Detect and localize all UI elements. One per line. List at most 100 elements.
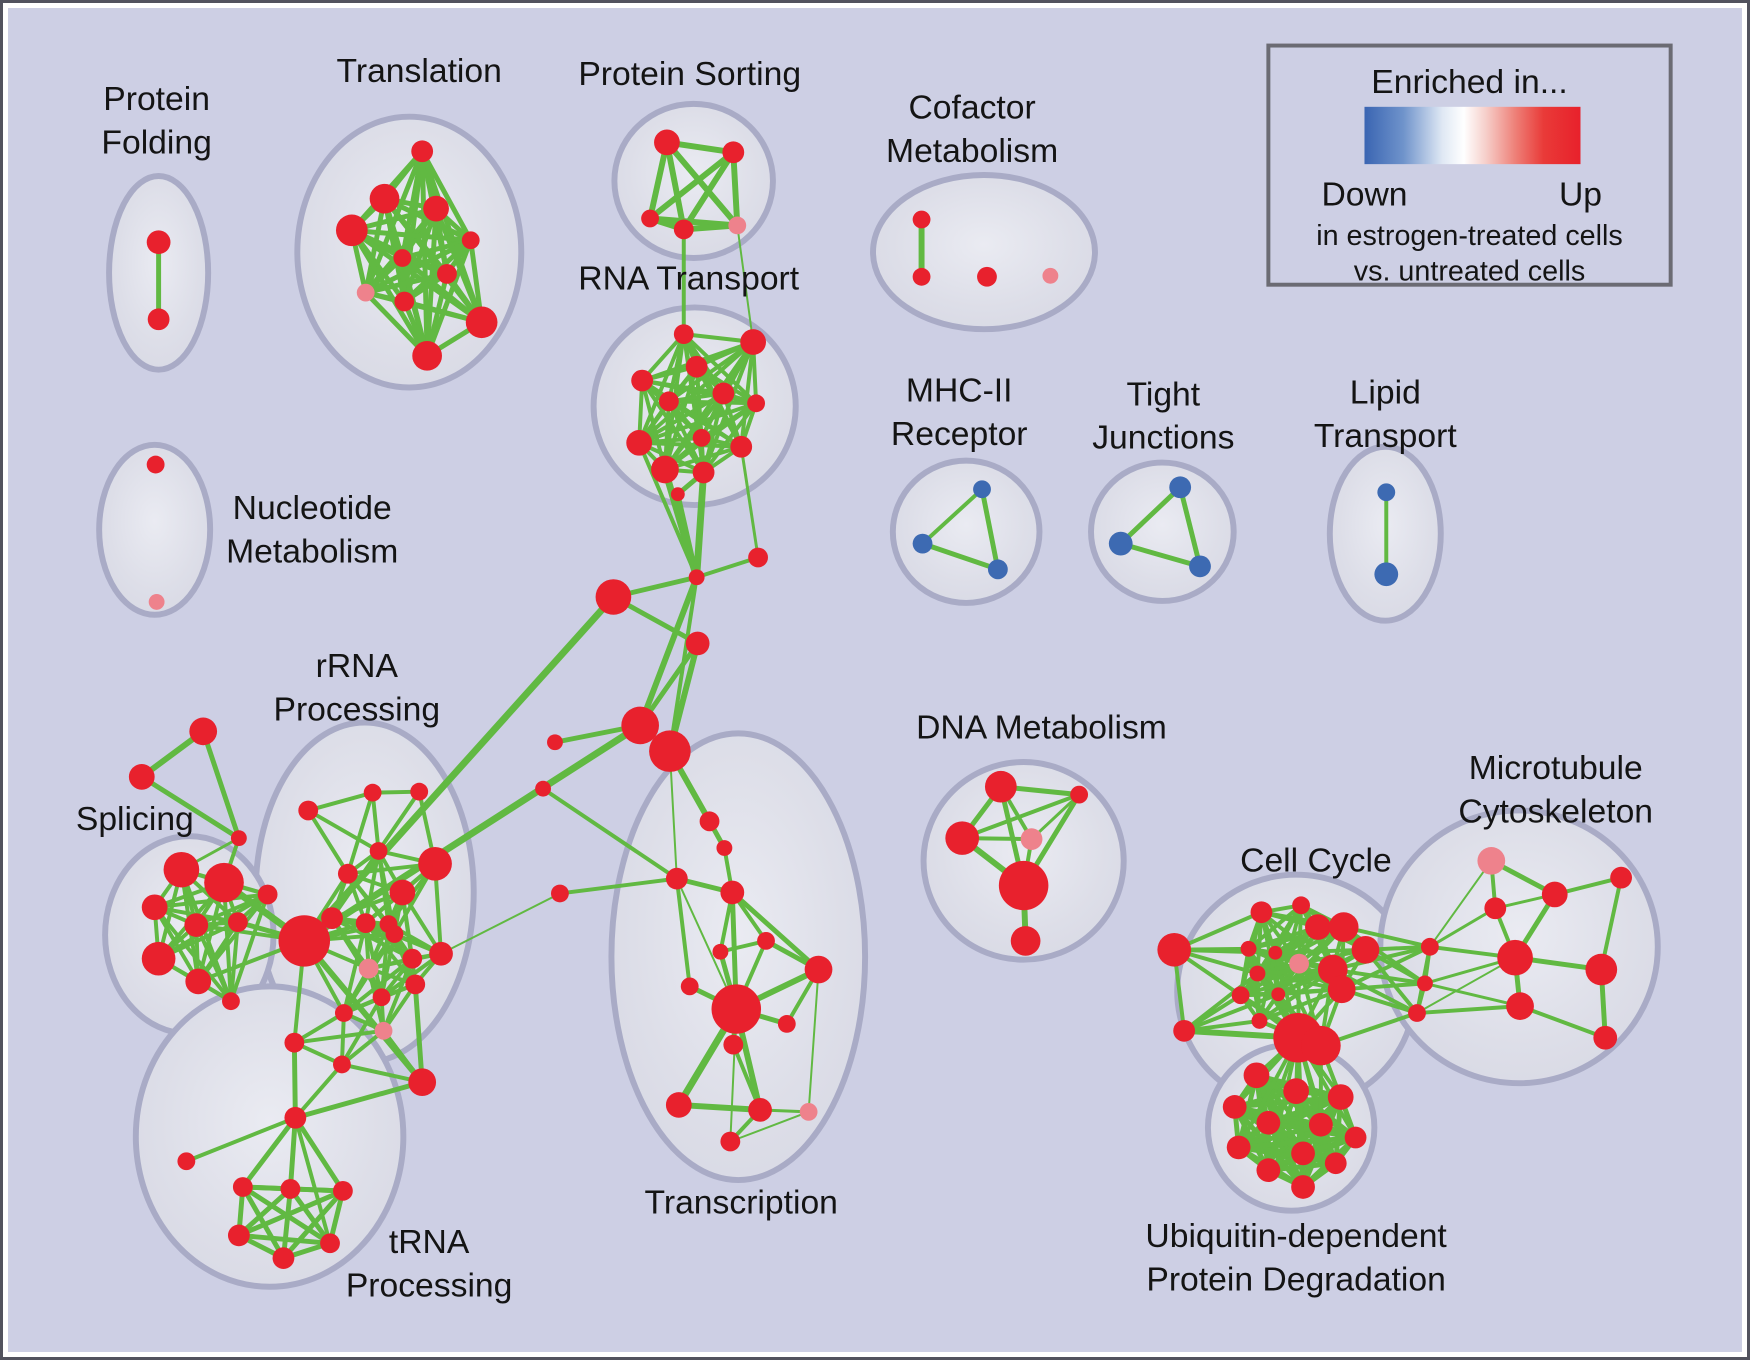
edge-cc14-cc15 (1257, 967, 1335, 1023)
node-sp3 (141, 894, 168, 921)
edge-rr16-rr21 (339, 995, 384, 1067)
edge-ub6-ub8 (1236, 1122, 1324, 1150)
node-tr7 (437, 263, 457, 284)
node-tq6 (227, 1224, 250, 1247)
cluster-lipid-transport-label: Lipid (1350, 374, 1421, 411)
cluster-microtubule-cytoskeleton-label: Cytoskeleton (1458, 793, 1653, 830)
node-rt3 (685, 355, 708, 378)
node-mh2 (912, 533, 933, 554)
node-rr20 (408, 1068, 437, 1097)
node-mc2 (1484, 897, 1507, 920)
cluster-nucleotide-metabolism-label: Nucleotide (233, 490, 392, 527)
node-mc1 (1477, 847, 1506, 875)
node-mh3 (987, 559, 1008, 580)
edge-rt12-h1 (693, 469, 708, 581)
node-t3 (665, 867, 688, 890)
edge-ps1-ps5 (663, 139, 741, 229)
node-dm4 (1020, 828, 1043, 850)
cluster-ubiquitin-degradation-label: Protein Degradation (1146, 1262, 1445, 1299)
edge-t12-t13 (675, 1101, 764, 1113)
node-rr1 (363, 783, 382, 802)
node-tq1 (284, 1106, 307, 1129)
cluster-translation-label: Translation (337, 53, 502, 90)
cluster-dna-metabolism-label: DNA Metabolism (916, 709, 1167, 746)
edge-mh1-mh2 (920, 487, 984, 546)
node-sp4 (184, 913, 209, 937)
node-h2 (748, 547, 768, 568)
node-rt10 (730, 435, 753, 458)
edge-mc5-mc8 (1518, 1004, 1608, 1040)
node-nm2 (148, 594, 165, 610)
cluster-labels-layer: Protein Folding Translation Protein Sorting… (76, 53, 1653, 1304)
node-cc14 (1251, 1013, 1268, 1029)
node-B (128, 764, 155, 790)
node-cc3 (1250, 901, 1273, 924)
cluster-tight-junctions-label: Tight (1127, 376, 1201, 413)
node-cc7 (1351, 935, 1380, 964)
edge-cc2-cc13 (1182, 993, 1243, 1033)
node-t8 (680, 977, 699, 996)
edge-cc11-cc16 (1255, 971, 1344, 992)
node-h6 (649, 730, 691, 772)
cluster-mhc-ii-receptor-label: MHC-II (906, 372, 1013, 409)
node-sp7 (185, 968, 212, 995)
cluster-protein-sorting-label: Protein Sorting (578, 56, 801, 93)
node-cc9 (1268, 945, 1283, 960)
node-mh1 (973, 480, 991, 499)
node-tr3 (423, 195, 449, 222)
node-cc13 (1231, 986, 1250, 1005)
edge-tq1-tq4 (287, 1115, 298, 1192)
edge-rt1-rt7 (681, 332, 759, 406)
edge-rt4-rt12 (640, 378, 706, 475)
node-nm1 (146, 455, 165, 474)
node-cc21 (1408, 1004, 1426, 1022)
edge-h1-h5 (637, 574, 700, 729)
cluster-cofactor-metabolism-label: Metabolism (886, 133, 1058, 170)
edge-rt2-rt10 (739, 340, 756, 449)
edge-ps5-rt2 (736, 224, 755, 344)
node-A (189, 717, 218, 746)
node-sp8 (257, 884, 278, 905)
legend-up-label: Up (1559, 177, 1602, 214)
node-rr17 (334, 1004, 353, 1022)
node-rr8 (321, 907, 343, 930)
node-rr4 (369, 842, 388, 860)
node-rt8 (626, 429, 653, 456)
node-t2 (716, 840, 733, 856)
node-ps3 (641, 209, 659, 228)
enrichment-map-canvas: Protein Folding Translation Protein Sorting… (8, 8, 1742, 1352)
node-tq3 (232, 1177, 253, 1197)
edge-t15-t14 (729, 1110, 810, 1143)
edge-cc16-cc20 (1339, 981, 1427, 992)
node-rt4 (631, 369, 654, 392)
cluster-lipid-transport-label: Transport (1314, 418, 1457, 455)
node-rr6 (418, 847, 452, 881)
edge-rr3-rr4 (306, 808, 381, 853)
edge-dm2-dm3 (960, 792, 1082, 841)
edge-rr18-tq1 (291, 1040, 298, 1121)
node-rt11 (651, 455, 679, 484)
node-ub3 (1327, 1084, 1354, 1110)
cluster-splicing-label: Splicing (76, 801, 194, 838)
node-cf1 (912, 210, 931, 229)
edge-sp3-sp9 (152, 905, 233, 1004)
node-sp9 (222, 992, 240, 1011)
node-cf4 (1042, 267, 1059, 284)
node-rr12 (429, 941, 453, 966)
edge-cc19-mc2 (1428, 906, 1497, 949)
node-h3 (595, 579, 632, 615)
edge-rr12-l3 (440, 892, 561, 955)
edge-rt1-rt8 (637, 332, 686, 445)
edge-ps2-ps4 (680, 149, 737, 233)
node-t9 (711, 984, 762, 1034)
node-rr16 (372, 988, 391, 1007)
node-tj2 (1108, 531, 1133, 556)
node-cc10 (1289, 953, 1309, 974)
node-tr2 (369, 183, 400, 214)
edge-rr2-rr4 (376, 789, 422, 853)
edge-rr18-rr19 (292, 1028, 386, 1045)
edge-tq1-tq3 (240, 1115, 298, 1190)
edge-cc21-mc4 (1416, 956, 1517, 1015)
node-t5 (757, 932, 775, 950)
